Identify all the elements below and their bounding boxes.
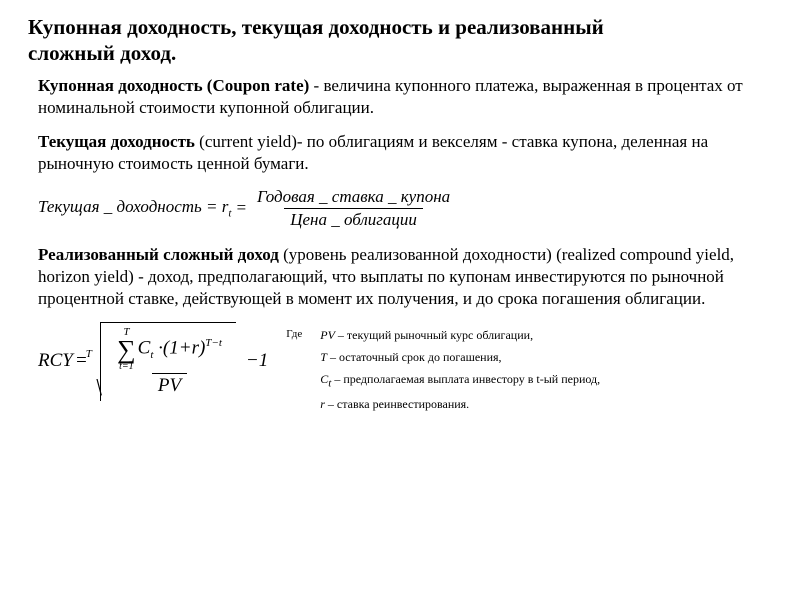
rcy-row: RCY = T ╲ T ∑ t=1 Ct ·(1+r)T−: [28, 322, 772, 418]
term-realized-yield: Реализованный сложный доход: [38, 245, 279, 264]
rcy-exp: T−t: [205, 337, 222, 349]
rcy-dot: ·: [153, 338, 163, 359]
legend: PV – текущий рыночный курс облигации, T …: [320, 322, 600, 418]
formula-cy-denominator: Цена _ облигации: [284, 208, 423, 230]
rcy-c: C: [138, 338, 151, 359]
legend-r-txt: – ставка реинвестирования.: [325, 397, 469, 411]
formula-cy-fraction: Годовая _ ставка _ купона Цена _ облигац…: [251, 187, 456, 230]
title-line-2: сложный доход.: [28, 41, 176, 65]
legend-ct-txt: – предполагаемая выплата инвестору в t-ы…: [331, 372, 600, 386]
legend-ct: Ct – предполагаемая выплата инвестору в …: [320, 372, 600, 389]
rcy-radicand: T ∑ t=1 Ct ·(1+r)T−t PV: [100, 322, 236, 400]
formula-cy-numerator: Годовая _ ставка _ купона: [251, 187, 456, 208]
formula-rcy: RCY = T ╲ T ∑ t=1 Ct ·(1+r)T−: [38, 322, 268, 400]
legend-ct-sym: Ct: [320, 372, 331, 386]
rcy-denominator: PV: [152, 373, 187, 397]
formula-cy-lhs-sub: t: [228, 208, 231, 220]
formula-cy-eq: =: [235, 198, 246, 218]
paragraph-realized-yield: Реализованный сложный доход (уровень реа…: [28, 244, 772, 310]
term-coupon-rate: Купонная доходность (Coupon rate): [38, 76, 309, 95]
rcy-root: T ╲ T ∑ t=1 Ct ·(1+r)T−t: [94, 322, 236, 400]
title-line-1: Купонная доходность, текущая доходность …: [28, 15, 604, 39]
rcy-root-index: T: [86, 348, 92, 360]
formula-cy-lhs: Текущая _ доходность = rt: [38, 197, 231, 219]
legend-pv-txt: – текущий рыночный курс облигации,: [335, 328, 533, 342]
legend-r: r – ставка реинвестирования.: [320, 397, 600, 412]
rcy-base: (1+r): [163, 338, 205, 359]
formula-current-yield: Текущая _ доходность = rt = Годовая _ ст…: [28, 187, 772, 230]
sigma-symbol: ∑: [117, 338, 136, 361]
where-label: Где: [286, 322, 302, 340]
term-current-yield: Текущая доходность: [38, 132, 195, 151]
legend-t-txt: – остаточный срок до погашения,: [327, 350, 502, 364]
page-title: Купонная доходность, текущая доходность …: [28, 14, 772, 67]
rcy-numerator: T ∑ t=1 Ct ·(1+r)T−t: [111, 327, 228, 372]
paragraph-coupon-rate: Купонная доходность (Coupon rate) - вели…: [28, 75, 772, 119]
rcy-minus-one: −1: [246, 350, 268, 372]
legend-t-sym: T: [320, 350, 327, 364]
legend-pv-sym: PV: [320, 328, 335, 342]
formula-cy-lhs-text: Текущая _ доходность = r: [38, 197, 228, 216]
rcy-lhs: RCY: [38, 350, 73, 372]
paragraph-current-yield: Текущая доходность (current yield)- по о…: [28, 131, 772, 175]
legend-t: T – остаточный срок до погашения,: [320, 350, 600, 365]
rcy-term: Ct ·(1+r)T−t: [138, 337, 222, 361]
document-page: Купонная доходность, текущая доходность …: [0, 0, 800, 429]
sigma-icon: T ∑ t=1: [117, 327, 136, 371]
rcy-fraction: T ∑ t=1 Ct ·(1+r)T−t PV: [111, 327, 228, 396]
legend-pv: PV – текущий рыночный курс облигации,: [320, 328, 600, 343]
sigma-lower: t=1: [119, 362, 134, 372]
